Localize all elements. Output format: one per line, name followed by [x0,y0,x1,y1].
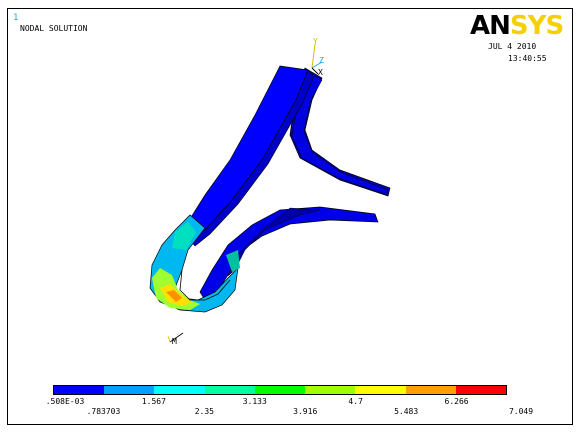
legend-swatch-4 [254,386,306,394]
plot-title: NODAL SOLUTION [20,24,88,33]
legend-label-top-3: 4.7 [348,397,363,406]
axis-x-label: X [318,68,323,77]
legend-swatch-8 [455,386,506,394]
legend-swatch-0 [54,386,105,394]
legend-label-top-1: 1.567 [141,397,166,406]
contour-legend-bar [53,385,507,395]
legend-label-top-0: .508E-03 [45,397,85,406]
legend-swatch-3 [204,386,255,394]
ansys-logo: ANSYS [470,11,564,41]
axis-y-label: Y [313,37,318,46]
date-label: JUL 4 2010 [488,42,537,51]
small-axis-triad: M [167,332,184,346]
legend-swatch-5 [305,386,356,394]
axis-z-label: Z [319,56,324,65]
bracket-lower-arm-dark [227,207,321,277]
bracket-diagonal-strip-edge [189,69,315,247]
time-label: 13:40:55 [508,54,547,63]
legend-swatch-7 [405,386,456,394]
logo-sys: SYS [509,11,564,41]
legend-label-top-2: 3.133 [242,397,267,406]
legend-label-bottom-1: 2.35 [194,407,214,416]
bracket-upper-arm-face [291,71,389,195]
legend-label-bottom-0: .783703 [86,407,121,416]
small-triad-label: M [172,337,177,346]
stress-zone-cyan [172,222,196,250]
logo-an: AN [470,11,511,41]
legend-label-bottom-3: 5.483 [394,407,419,416]
window-number: 1 [13,13,19,23]
stress-zone-teal [226,250,240,272]
axis-triad: Y Z X [311,37,324,77]
legend-swatch-6 [355,386,406,394]
legend-swatch-2 [154,386,205,394]
legend-label-top-4: 6.266 [444,397,469,406]
legend-swatch-1 [104,386,155,394]
legend-label-bottom-2: 3.916 [293,407,318,416]
stress-zone-orange [166,290,182,302]
bracket-inner-edge [179,269,231,301]
legend-label-bottom-4: 7.049 [508,407,534,416]
